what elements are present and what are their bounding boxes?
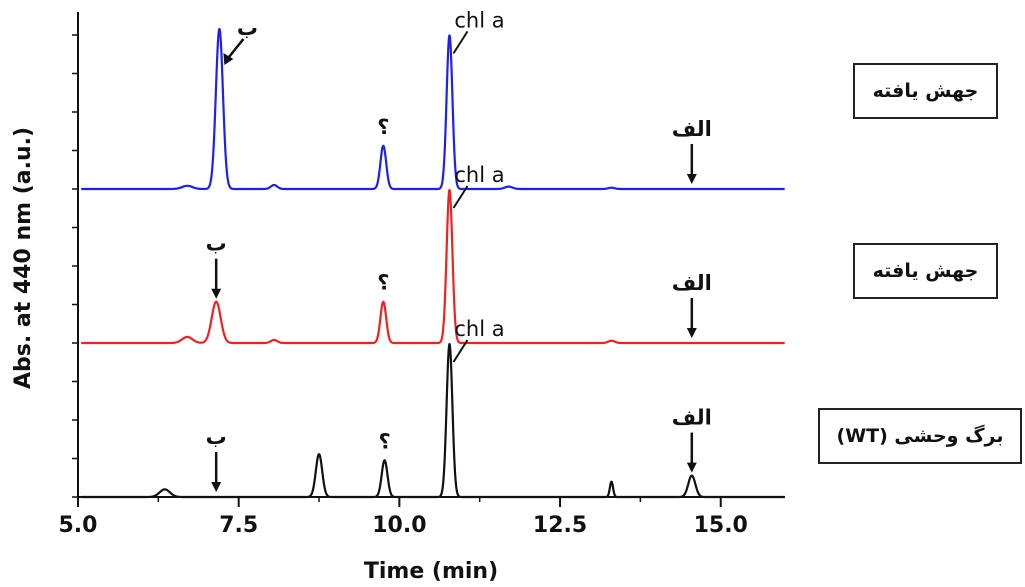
arrow-label: ب: [206, 425, 227, 449]
x-tick-label: 7.5: [219, 513, 258, 538]
arrow-label: الف: [672, 117, 712, 141]
unknown-peak-label: ؟: [377, 271, 389, 295]
down-arrow-head: [686, 328, 697, 338]
x-ticks: 5.0 7.5 10.0 12.5 15.0: [59, 34, 748, 538]
axes: [77, 12, 785, 498]
down-arrow-head: [686, 174, 697, 184]
peak-b-arrow-head: [223, 53, 234, 65]
trace-1: [80, 188, 786, 345]
peak-b-label: ب: [237, 16, 258, 40]
arrow-label: الف: [672, 271, 712, 295]
chl-a-label: chl a: [454, 317, 504, 341]
chl-a-label: chl a: [454, 8, 504, 32]
x-tick-label: 5.0: [59, 513, 98, 538]
down-arrow-head: [211, 482, 222, 492]
arrow-label: ب: [206, 232, 227, 256]
x-axis-title: Time (min): [364, 559, 498, 584]
peak-b-arrow-shaft: [226, 38, 245, 60]
x-tick-label: 12.5: [533, 513, 587, 538]
down-arrow-head: [211, 288, 222, 299]
y-axis-title: Abs. at 440 nm (a.u.): [11, 127, 36, 389]
x-tick-label: 10.0: [372, 513, 426, 538]
x-tick-label: 15.0: [694, 513, 748, 538]
down-arrow-head: [686, 462, 697, 473]
legend-label-wild-type: برگ وحشی (WT): [818, 408, 1022, 464]
chl-a-pointer: [452, 185, 469, 209]
chl-a-pointer: [452, 339, 469, 363]
annotations: ب ؟ chl a الف ب ؟ chl a الف ب ؟ chl a الف: [206, 8, 712, 492]
unknown-peak-label: ؟: [377, 115, 389, 139]
legend-label-mutant-1: جهش یافته: [853, 63, 998, 119]
trace-0: [80, 27, 786, 191]
chl-a-label: chl a: [454, 163, 504, 187]
arrow-label: الف: [672, 406, 712, 430]
legend-label-mutant-2: جهش یافته: [853, 243, 998, 299]
unknown-peak-label: ؟: [378, 429, 390, 453]
chl-a-pointer: [452, 30, 469, 54]
